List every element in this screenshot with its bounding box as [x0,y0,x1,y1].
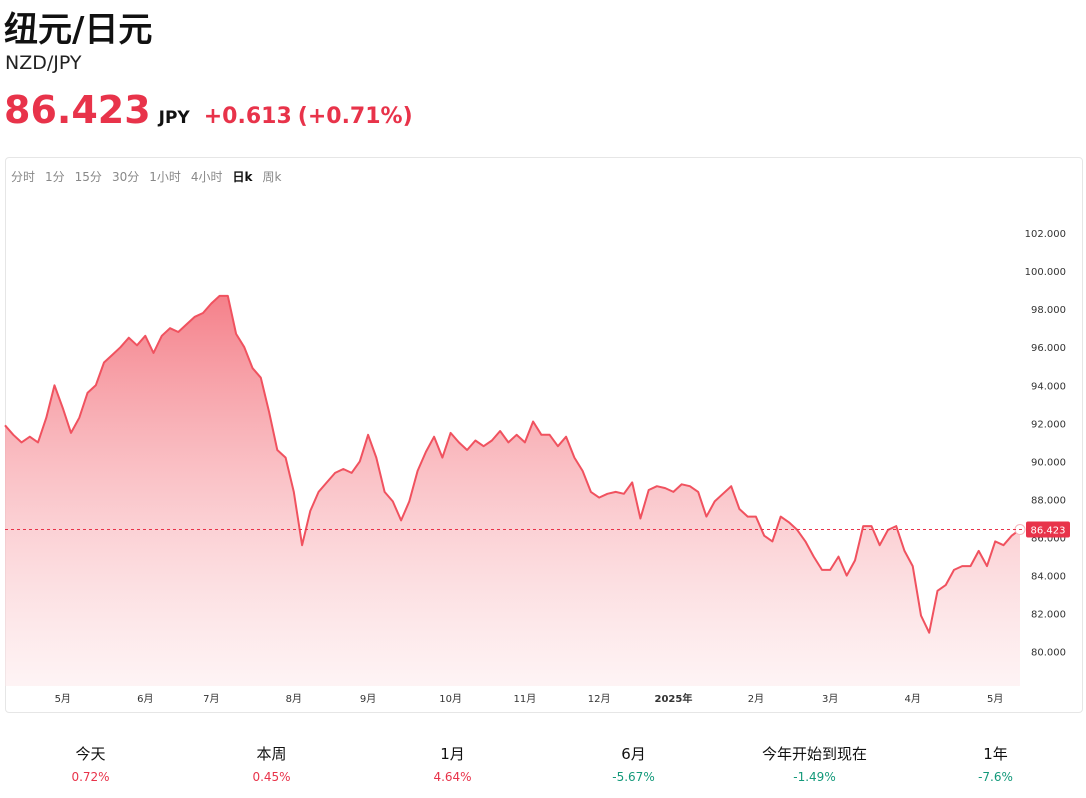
x-tick-label: 5月 [987,693,1003,705]
currency: JPY [158,108,190,128]
reference-tag [1026,521,1070,538]
stat-value: -1.49% [793,770,836,784]
interval-tab[interactable]: 30分 [111,170,140,184]
change-percent: (+0.71%) [297,104,413,129]
x-tick-label: 6月 [137,693,153,705]
stat: 今年开始到现在 -1.49% [724,743,905,784]
y-tick-label: 88.000 [1031,495,1066,506]
y-tick-label: 84.000 [1031,572,1066,583]
y-tick-label: 102.000 [1025,229,1066,240]
area [5,295,1020,686]
stat-label: 今天 [75,745,106,763]
change: +0.613 [203,104,292,129]
x-tick-label: 7月 [203,693,219,705]
title: 纽元/日元 [4,10,153,50]
interval-tab[interactable]: 1小时 [149,170,181,184]
interval-tab[interactable]: 4小时 [190,170,223,184]
x-tick-label: 11月 [514,693,537,705]
x-tick-label: 2月 [748,693,764,705]
stat-label: 本周 [256,745,287,763]
interval-tab[interactable]: 周k [262,170,282,184]
x-tick-label: 9月 [360,693,376,705]
interval-tabs: 分时 1分 15分 30分 1小时 4小时 日k 周k [11,168,281,185]
stat-value: 0.72% [71,770,110,784]
y-tick-label: 80.000 [1031,648,1066,659]
stat: 本周 0.45% [181,743,362,784]
stat-label: 1月 [440,745,465,763]
symbol: NZD/JPY [5,52,82,74]
chart: 80.000 82.000 84.000 86.000 88.000 90.000 92.0… [4,229,1070,705]
stat: 1月 4.64% [362,743,543,784]
x-tick-label: 10月 [439,693,462,705]
stat: 1年 -7.6% [905,743,1086,784]
x-tick-label: 4月 [905,693,921,705]
interval-tab[interactable]: 日k [232,170,253,184]
price-row: 86.423 JPY +0.613 (+0.71%) [4,88,413,132]
stat-value: -7.6% [978,770,1013,784]
y-tick-label: 86.000 [1031,534,1066,545]
y-tick-label: 94.000 [1031,381,1066,392]
price: 86.423 [4,88,151,132]
x-tick-label: 5月 [55,693,71,705]
x-tick-label: 8月 [286,693,302,705]
stat-value: 4.64% [433,770,472,784]
x-tick-label: 3月 [822,693,838,705]
interval-tab[interactable]: 15分 [74,170,102,184]
reference-label: 86.423 [1031,526,1066,537]
interval-tab[interactable]: 分时 [11,170,36,184]
stat: 6月 -5.67% [543,743,724,784]
stat-label: 6月 [621,745,646,763]
stat: 今天 0.72% [0,743,181,784]
y-tick-label: 100.000 [1025,267,1066,278]
price-line [4,294,1021,634]
interval-tab[interactable]: 1分 [45,170,65,184]
stat-value: -5.67% [612,770,655,784]
x-tick-label: 2025年 [654,692,692,705]
y-tick-label: 98.000 [1031,305,1066,316]
y-tick-label: 92.000 [1031,419,1066,430]
x-tick-label: 12月 [588,693,611,705]
y-tick-label: 96.000 [1031,343,1066,354]
stat-label: 今年开始到现在 [761,745,867,763]
performance-stats: 今天 0.72% 本周 0.45% 1月 4.64% 6月 -5.67% 今年开始到现在 -1.4… [0,743,1086,784]
stat-label: 1年 [983,745,1008,763]
stat-value: 0.45% [252,770,291,784]
y-tick-label: 82.000 [1031,610,1066,621]
y-tick-label: 90.000 [1031,457,1066,468]
